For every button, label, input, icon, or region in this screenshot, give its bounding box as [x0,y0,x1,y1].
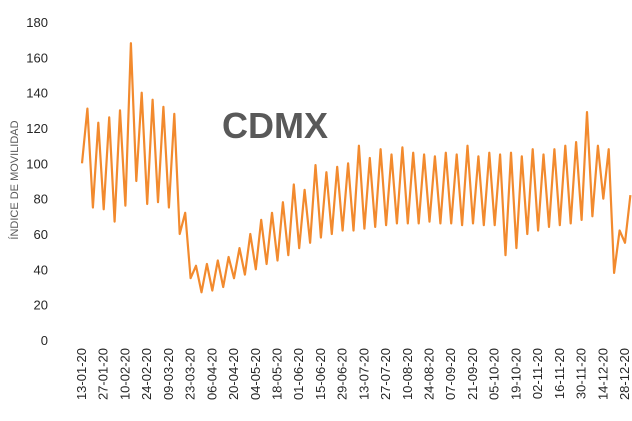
x-tick-label: 20-04-20 [226,348,241,400]
y-tick-label: 140 [26,86,48,101]
y-tick-label: 0 [41,333,48,348]
y-tick-label: 120 [26,121,48,136]
x-tick-label: 27-01-20 [96,348,111,400]
y-tick-label: 20 [34,298,48,313]
x-tick-label: 06-04-20 [204,348,219,400]
y-tick-label: 80 [34,192,48,207]
x-tick-label: 09-03-20 [161,348,176,400]
x-tick-label: 29-06-20 [335,348,350,400]
line [80,42,632,294]
y-tick-label: 180 [26,15,48,30]
y-tick-label: 60 [34,227,48,242]
x-tick-label: 21-09-20 [465,348,480,400]
x-tick-label: 24-02-20 [139,348,154,400]
y-tick-label: 40 [34,262,48,277]
x-tick-label: 24-08-20 [422,348,437,400]
x-tick-label: 07-09-20 [443,348,458,400]
x-tick-label: 13-01-20 [74,348,89,400]
x-tick-label: 18-05-20 [269,348,284,400]
x-tick-label: 14-12-20 [595,348,610,400]
x-tick-label: 01-06-20 [291,348,306,400]
x-tick-label: 02-11-20 [530,348,545,399]
x-tick-label: 15-06-20 [313,348,328,400]
y-tick-label: 160 [26,50,48,65]
x-tick-label: 23-03-20 [183,348,198,400]
x-tick-label: 28-12-20 [617,348,632,400]
x-tick-label: 05-10-20 [487,348,502,400]
x-tick-label: 30-11-20 [574,348,589,399]
x-tick-label: 16-11-20 [552,348,567,399]
x-tick-label: 13-07-20 [356,348,371,400]
annotation: CDMX [222,105,328,146]
y-tick-label: 100 [26,156,48,171]
x-tick-label: 10-08-20 [400,348,415,400]
x-tick-label: 10-02-20 [117,348,132,400]
y-axis-title: ÍNDICE DE MOVILIDAD [8,120,21,239]
x-tick-label: 27-07-20 [378,348,393,400]
x-tick-label: 19-10-20 [508,348,523,400]
x-tick-label: 04-05-20 [248,348,263,400]
